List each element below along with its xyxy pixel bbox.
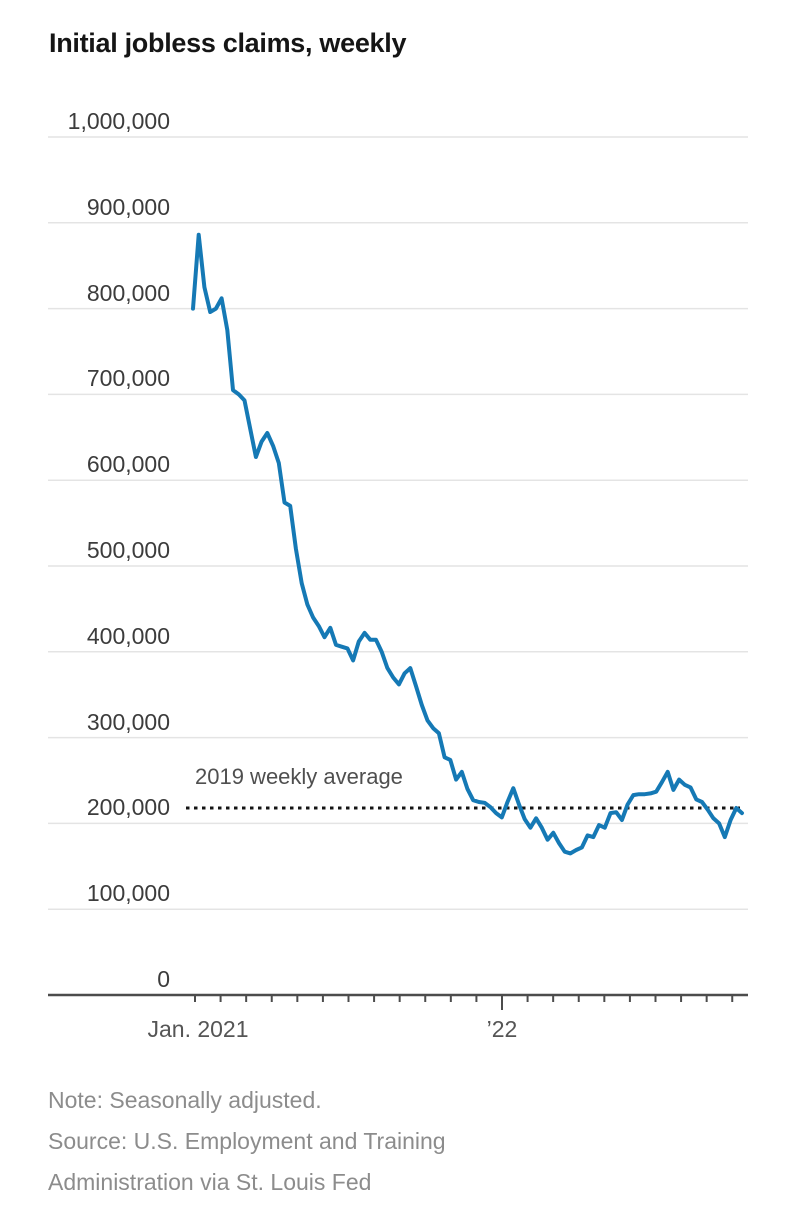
y-axis-label: 200,000 <box>86 794 170 821</box>
y-axis-label: 700,000 <box>86 365 170 392</box>
chart-title: Initial jobless claims, weekly <box>49 28 407 58</box>
chart-footer: Note: Seasonally adjusted. Source: U.S. … <box>48 1080 446 1203</box>
y-axis-label: 500,000 <box>86 537 170 563</box>
y-axis-label: 900,000 <box>86 193 170 220</box>
y-axis-label: 0 <box>157 966 170 992</box>
y-axis-label: 300,000 <box>86 708 170 735</box>
y-axis-label: 800,000 <box>86 279 170 306</box>
y-axis-label: 600,000 <box>86 451 170 478</box>
claims-line-series <box>191 232 744 856</box>
source-text-line2: Administration via St. Louis Fed <box>48 1169 372 1195</box>
x-axis-label-jan-2021: Jan. 2021 <box>147 1016 249 1042</box>
y-axis-label: 400,000 <box>86 622 170 649</box>
note-text: Note: Seasonally adjusted. <box>48 1087 322 1113</box>
x-axis-label-2022: ’22 <box>486 1016 518 1042</box>
reference-line-label: 2019 weekly average <box>195 764 403 789</box>
source-text-line1: Source: U.S. Employment and Training <box>48 1128 446 1154</box>
y-axis-label: 100,000 <box>86 880 170 907</box>
y-axis-label: 1,000,000 <box>67 108 170 134</box>
